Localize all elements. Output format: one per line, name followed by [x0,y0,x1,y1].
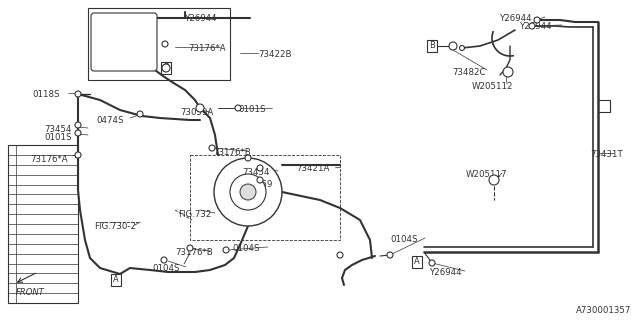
Text: FIG.730-2: FIG.730-2 [94,222,136,231]
Text: 0101S: 0101S [44,133,72,142]
Circle shape [460,45,465,51]
Text: 73176*A: 73176*A [188,44,226,53]
Circle shape [387,252,393,258]
Circle shape [162,41,168,47]
Text: 73422B: 73422B [258,50,291,59]
Bar [8,145,78,303]
Circle shape [503,67,513,77]
Circle shape [137,111,143,117]
Circle shape [161,257,167,263]
Text: Y26944: Y26944 [520,22,552,31]
Text: 73454: 73454 [242,168,269,177]
Text: 73059: 73059 [245,180,273,189]
Circle shape [75,130,81,136]
FancyBboxPatch shape [91,13,157,71]
Circle shape [162,64,170,72]
Circle shape [196,104,204,112]
Circle shape [449,42,457,50]
Text: A: A [113,276,119,284]
Text: FRONT: FRONT [16,288,45,297]
Circle shape [337,252,343,258]
Circle shape [223,247,229,253]
Text: Y26944: Y26944 [430,268,463,277]
Text: 0118S: 0118S [32,90,60,99]
Circle shape [75,91,81,97]
Bar [190,155,340,240]
Circle shape [187,245,193,251]
Circle shape [257,177,263,183]
Circle shape [209,145,215,151]
Text: B: B [163,63,169,73]
Circle shape [75,152,81,158]
Text: 73454: 73454 [44,125,72,134]
Text: A: A [414,258,420,267]
Circle shape [235,105,241,111]
Text: 73482C: 73482C [452,68,486,77]
Circle shape [429,260,435,266]
Text: 0101S: 0101S [238,105,266,114]
Text: 0474S: 0474S [96,116,124,125]
Bar [88,8,230,80]
Text: 73176*A: 73176*A [30,155,68,164]
Text: 73059A: 73059A [180,108,213,117]
Text: W205112: W205112 [472,82,513,91]
Circle shape [240,184,256,200]
Text: 73176*B: 73176*B [213,148,251,157]
Text: 0104S: 0104S [152,264,179,273]
Text: A730001357: A730001357 [576,306,632,315]
Circle shape [245,155,251,161]
Text: FIG.732: FIG.732 [178,210,211,219]
Circle shape [529,23,535,29]
Text: 73421A: 73421A [296,164,330,173]
Circle shape [75,122,81,128]
Circle shape [534,17,540,23]
Circle shape [489,175,499,185]
Circle shape [214,158,282,226]
Text: 0104S: 0104S [390,235,417,244]
Text: B: B [429,42,435,51]
Text: 73431T: 73431T [590,150,623,159]
Text: Y26944: Y26944 [185,14,218,23]
Circle shape [230,174,266,210]
Text: 73176*B: 73176*B [175,248,212,257]
Text: W205117: W205117 [466,170,508,179]
Text: Y26944: Y26944 [500,14,532,23]
Text: 0104S: 0104S [232,244,259,253]
Circle shape [257,165,263,171]
